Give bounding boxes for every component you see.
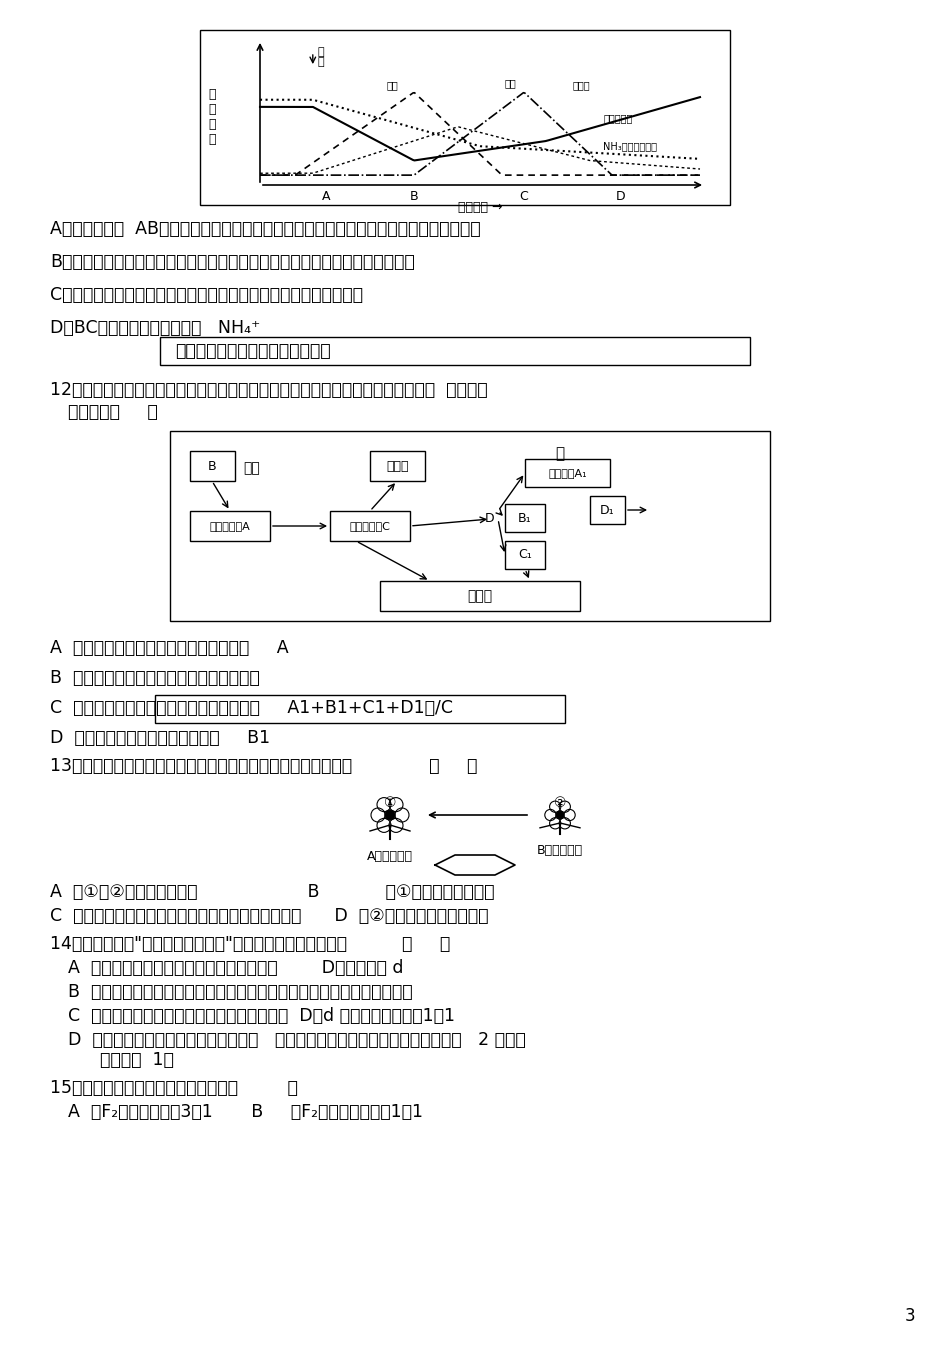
Text: B  ．每次抓出的两个球统计后放在一边，全部抓完后再放回小桶重新开始: B ．每次抓出的两个球统计后放在一边，全部抓完后再放回小桶重新开始	[68, 983, 412, 1001]
Text: 蚕: 蚕	[556, 447, 564, 461]
Text: 未利用: 未利用	[387, 460, 408, 472]
Text: 正确的是（     ）: 正确的是（ ）	[68, 404, 158, 421]
FancyBboxPatch shape	[590, 496, 625, 525]
Text: 污: 污	[318, 47, 325, 56]
FancyBboxPatch shape	[380, 581, 580, 611]
Text: 含碳有机物: 含碳有机物	[603, 113, 633, 124]
Text: A  ．F₂显隐性之比为3：1       B     ．F₂产生配子之比为1：1: A ．F₂显隐性之比为3：1 B ．F₂产生配子之比为1：1	[68, 1103, 423, 1120]
Text: C₁: C₁	[518, 549, 532, 561]
Text: 相
对
数
值: 相 对 数 值	[208, 87, 216, 147]
Text: 桑树: 桑树	[243, 461, 259, 475]
Text: D  ．因为卵细胞的数量比精子少得多，   所以可以将代表雌性生殖器官的小桶内的   2 种配子: D ．因为卵细胞的数量比精子少得多， 所以可以将代表雌性生殖器官的小桶内的 2 …	[68, 1032, 525, 1049]
Text: 水: 水	[318, 56, 325, 67]
Text: 3: 3	[904, 1307, 915, 1325]
Text: D  ．蚕丝中所含的能量来自蚕中的     B1: D ．蚕丝中所含的能量来自蚕中的 B1	[50, 729, 270, 746]
Text: NH₃等无机盐离子: NH₃等无机盐离子	[603, 141, 657, 151]
Text: A  ．①和②的操作同时进行                    B            ．①的操作是人工去雄: A ．①和②的操作同时进行 B ．①的操作是人工去雄	[50, 884, 495, 901]
Text: B．矮茎的花: B．矮茎的花	[537, 845, 583, 857]
Text: A．高茎的花: A．高茎的花	[367, 850, 413, 863]
FancyBboxPatch shape	[330, 511, 410, 541]
Text: 总光合作用A: 总光合作用A	[210, 521, 251, 531]
Text: 净光合作用C: 净光合作用C	[350, 521, 390, 531]
Text: 河流方向 →: 河流方向 →	[458, 200, 503, 214]
Text: 等无机盐离子有利于藻类大量繁殖: 等无机盐离子有利于藻类大量繁殖	[175, 342, 331, 360]
Text: B: B	[409, 190, 418, 203]
Bar	[170, 430, 770, 621]
Text: B  ．图中未利用的能量是指蚕粪便中的能量: B ．图中未利用的能量是指蚕粪便中的能量	[50, 668, 259, 687]
Text: A．在该河流的  AB段上，需氧型细菌大量繁殖，溶解氧随有机物被细菌分解而被大量消耗: A．在该河流的 AB段上，需氧型细菌大量繁殖，溶解氧随有机物被细菌分解而被大量消…	[50, 221, 481, 238]
Circle shape	[556, 811, 564, 819]
FancyBboxPatch shape	[505, 504, 545, 533]
Bar	[160, 338, 750, 364]
Text: C  ．该杂交实验的亲本中，高茎是母本，矮茎是父本      D  ．②的操作后要对高茎套袋: C ．该杂交实验的亲本中，高茎是母本，矮茎是父本 D ．②的操作后要对高茎套袋	[50, 907, 488, 925]
Text: 溶解氧: 溶解氧	[573, 81, 590, 90]
Text: 14．有位同学做"性状分离比的模拟"实验，以下操作正确的是          （     ）: 14．有位同学做"性状分离比的模拟"实验，以下操作正确的是 （ ）	[50, 935, 450, 954]
Text: 呼吸作用A₁: 呼吸作用A₁	[548, 468, 587, 477]
Bar	[200, 30, 730, 204]
Text: 各减少到  1个: 各减少到 1个	[100, 1050, 174, 1069]
Text: B₁: B₁	[518, 511, 532, 525]
Bar	[155, 695, 565, 724]
Text: 细菌: 细菌	[386, 81, 398, 90]
Text: A  ．小桶内用球的大小代表显隐性，大球代        D、小球代表 d: A ．小桶内用球的大小代表显隐性，大球代 D、小球代表 d	[68, 959, 404, 976]
Text: 藻类: 藻类	[505, 78, 517, 89]
Text: C．相对于海洋生态系统，该河流生态系统具有较强的恢复力稳定性: C．相对于海洋生态系统，该河流生态系统具有较强的恢复力稳定性	[50, 286, 363, 304]
Circle shape	[385, 810, 395, 820]
FancyBboxPatch shape	[525, 459, 610, 487]
Text: 分解者: 分解者	[467, 589, 492, 603]
Text: A  ．图中用于桑树生长发育繁殖的能量是     A: A ．图中用于桑树生长发育繁殖的能量是 A	[50, 639, 289, 656]
FancyBboxPatch shape	[505, 541, 545, 569]
Text: B: B	[208, 460, 217, 472]
Text: D₁: D₁	[600, 503, 615, 516]
Text: A: A	[322, 190, 331, 203]
Text: D: D	[616, 190, 626, 203]
Text: 15．最能体现基因分离规律的实质是（         ）: 15．最能体现基因分离规律的实质是（ ）	[50, 1079, 298, 1098]
Text: ②: ②	[554, 796, 566, 810]
Text: D: D	[485, 512, 495, 526]
Text: B．该河流生态系统的结构包括非生物的物质和能量、生产者、消费者和分解者: B．该河流生态系统的结构包括非生物的物质和能量、生产者、消费者和分解者	[50, 253, 415, 270]
FancyBboxPatch shape	[190, 451, 235, 482]
Text: D．BC段有机物分解后形成的   NH₄⁺: D．BC段有机物分解后形成的 NH₄⁺	[50, 319, 260, 338]
FancyBboxPatch shape	[190, 511, 270, 541]
FancyBboxPatch shape	[370, 451, 425, 482]
Text: C  ．第一、二营养级间的能量传递效率用（     A1+B1+C1+D1）/C: C ．第一、二营养级间的能量传递效率用（ A1+B1+C1+D1）/C	[50, 699, 453, 717]
Text: 13．孟德尔做了如下图所示的豌豆杂交实验，以下描述错误的是              （     ）: 13．孟德尔做了如下图所示的豌豆杂交实验，以下描述错误的是 （ ）	[50, 757, 477, 775]
Text: 12．下图为桑基鱼塘农业生态系统局部的能量流动图解，图中字母代表相应能量，  下列说法: 12．下图为桑基鱼塘农业生态系统局部的能量流动图解，图中字母代表相应能量， 下列…	[50, 381, 487, 399]
Text: C  ．每个桶内两种球的数量必须相等，即标记  D、d 的小球数目必须为1：1: C ．每个桶内两种球的数量必须相等，即标记 D、d 的小球数目必须为1：1	[68, 1007, 455, 1025]
Text: ①: ①	[384, 796, 396, 810]
Text: C: C	[520, 190, 528, 203]
